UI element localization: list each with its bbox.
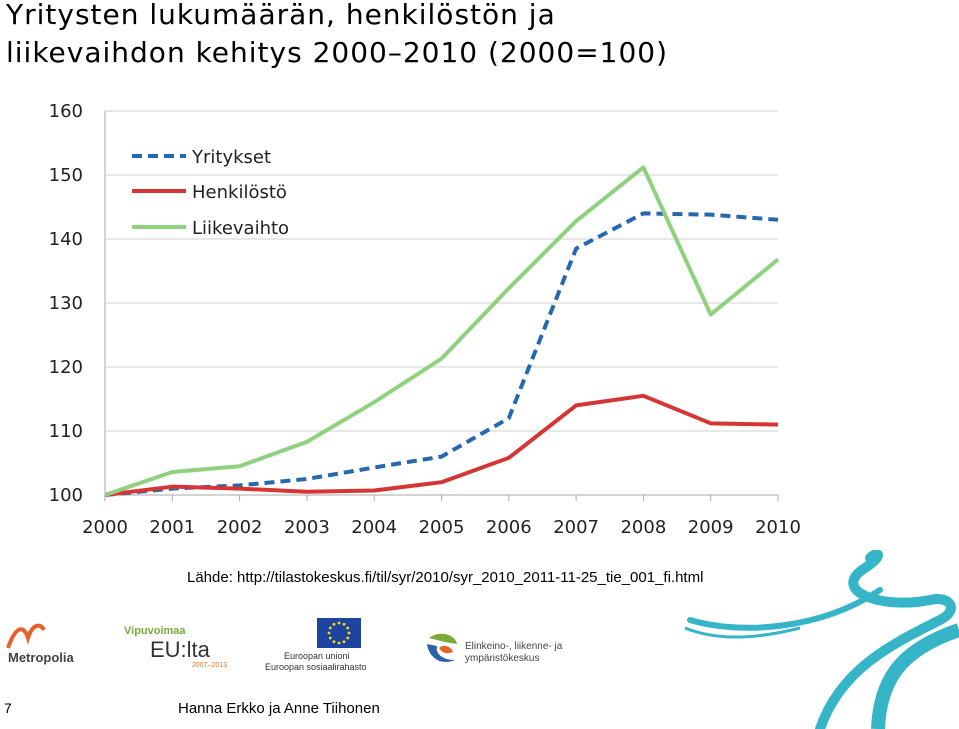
title-line-2: liikevaihdon kehitys 2000–2010 (2000=100…: [6, 36, 669, 69]
ely-label-2: ympäristökeskus: [465, 653, 540, 664]
y-tick-label: 100: [49, 485, 83, 506]
page-number: 7: [4, 700, 12, 716]
title-line-1: Yritysten lukumäärän, henkilöstön ja: [6, 0, 556, 31]
eu-label-2: Euroopan sosiaalirahasto: [265, 662, 367, 672]
x-tick-label: 2002: [217, 517, 263, 538]
legend-label: Liikevaihto: [192, 218, 289, 239]
legend-label: Henkilöstö: [192, 182, 287, 203]
x-tick-label: 2007: [553, 517, 599, 538]
metropolia-label: Metropolia: [8, 650, 74, 665]
eu-flag-icon: [317, 618, 361, 648]
line-chart: 100 110 120 130 140 150 160 2000 2001 2002 2003 200…: [49, 101, 801, 538]
author-text: Hanna Erkko ja Anne Tiihonen: [178, 700, 380, 717]
source-text: Lähde: http://tilastokeskus.fi/til/syr/2…: [187, 569, 704, 586]
ely-mark-icon: [427, 633, 457, 663]
metropolia-logo: Metropolia: [0, 618, 90, 668]
series-line: [104, 211, 779, 497]
x-tick-label: 2000: [82, 517, 128, 538]
y-tick-label: 130: [49, 293, 83, 314]
x-tick-label: 2006: [486, 517, 532, 538]
x-tick-label: 2009: [688, 517, 734, 538]
y-tick-label: 160: [49, 101, 83, 122]
vipuvoimaa-top-label: Vipuvoimaa: [124, 625, 186, 637]
vipuvoimaa-logo: Vipuvoimaa EU:lta 2007–2013: [122, 625, 232, 673]
x-tick-label: 2003: [284, 517, 330, 538]
slide-title: Yritysten lukumäärän, henkilöstön ja lii…: [6, 0, 668, 72]
vipuvoimaa-main-label: EU:lta: [150, 637, 210, 662]
eu-logo: Euroopan unioni Euroopan sosiaalirahasto: [262, 618, 372, 674]
y-tick-label: 120: [49, 357, 83, 378]
x-tick-label: 2010: [755, 517, 801, 538]
series-line: [104, 165, 780, 497]
y-tick-label: 140: [49, 229, 83, 250]
y-tick-label: 150: [49, 165, 83, 186]
eu-label-1: Euroopan unioni: [284, 651, 350, 661]
x-tick-label: 2005: [419, 517, 465, 538]
series-line: [104, 393, 779, 497]
ely-label-1: Elinkeino-, liikenne- ja: [465, 641, 563, 652]
x-tick-label: 2001: [149, 517, 195, 538]
vipuvoimaa-years-label: 2007–2013: [192, 662, 228, 669]
metropolia-mark-icon: [6, 623, 46, 649]
x-tick-label: 2008: [620, 517, 666, 538]
y-tick-label: 110: [49, 421, 83, 442]
ely-logo: Elinkeino-, liikenne- ja ympäristökeskus: [425, 630, 575, 670]
decorative-swirl: [684, 550, 959, 729]
legend-label: Yritykset: [191, 147, 271, 168]
x-tick-label: 2004: [351, 517, 397, 538]
